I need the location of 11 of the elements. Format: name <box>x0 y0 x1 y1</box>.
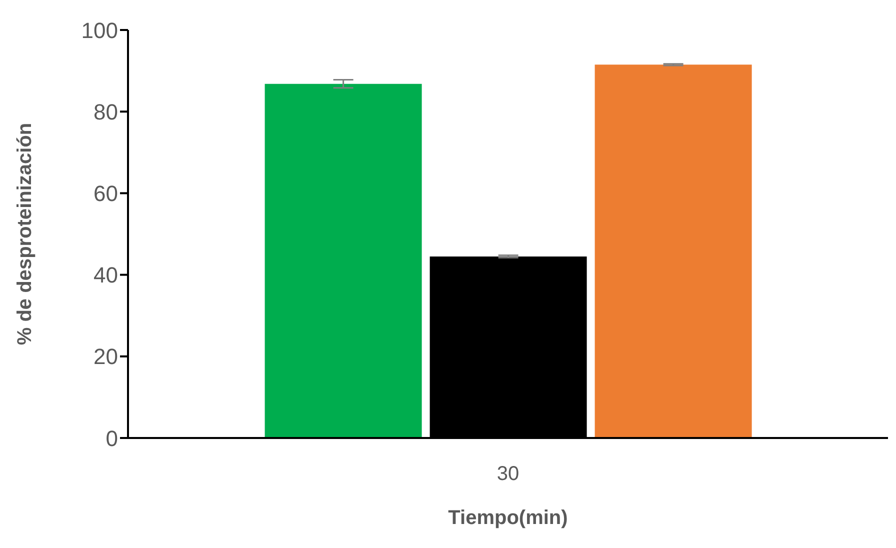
y-tick-label: 40 <box>94 262 118 288</box>
y-tick-label: 60 <box>94 181 118 206</box>
y-tick-label: 100 <box>81 18 118 43</box>
bar <box>264 84 422 438</box>
y-tick-label: 20 <box>94 344 118 370</box>
y-tick-label: 0 <box>106 426 118 451</box>
y-tick-label: 80 <box>94 99 118 124</box>
x-tick-label: 30 <box>496 463 520 486</box>
x-axis-title: Tiempo(min) <box>448 507 568 529</box>
bar <box>594 64 752 438</box>
y-axis-title: % de desproteinización <box>14 122 36 346</box>
